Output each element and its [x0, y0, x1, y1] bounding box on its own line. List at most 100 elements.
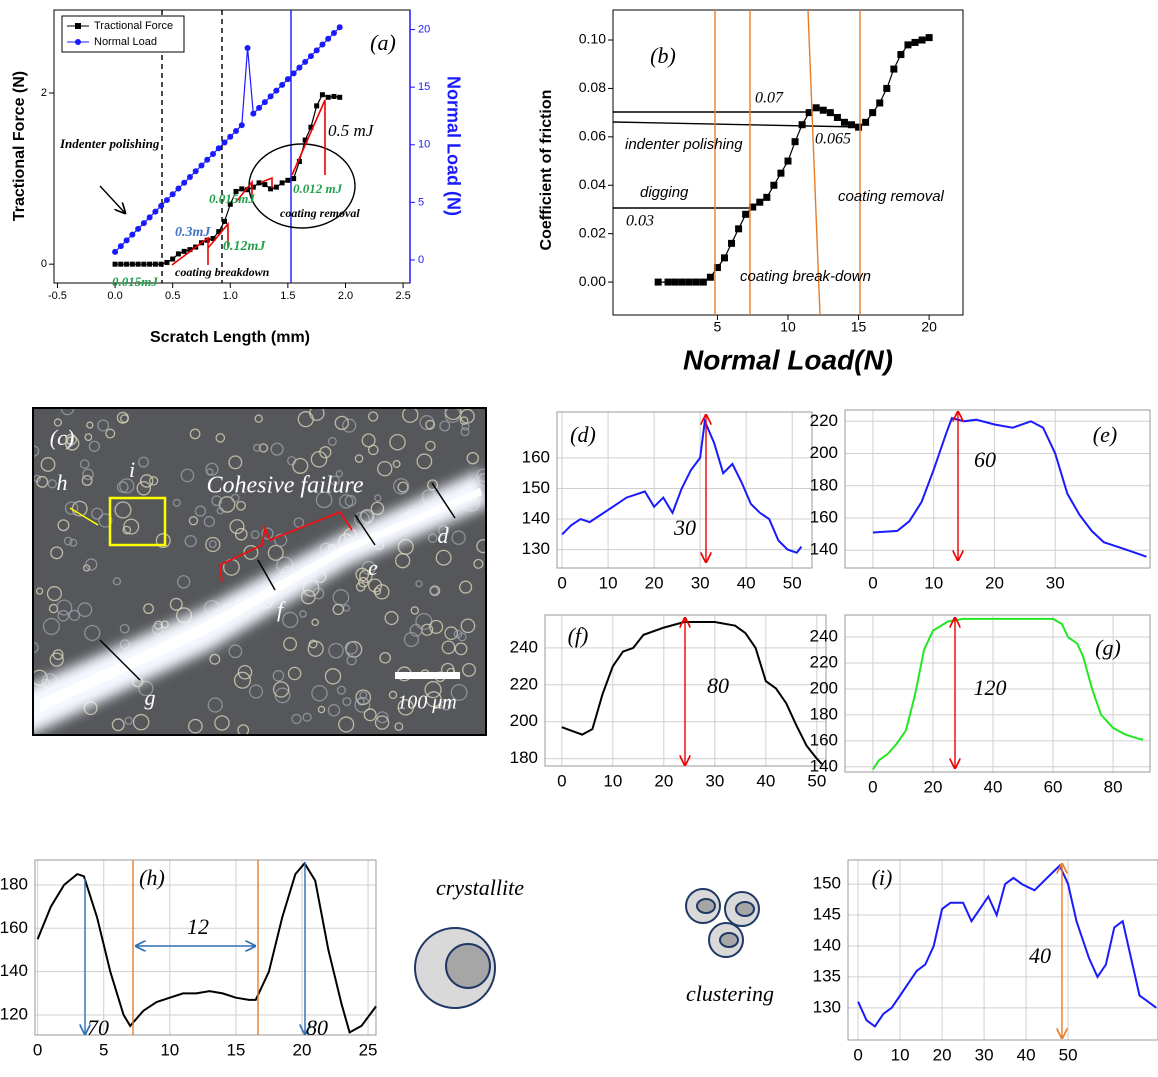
- panel-label: (e): [1093, 422, 1117, 447]
- crystallite-spot: [311, 684, 328, 702]
- x-tick-label: 20: [923, 777, 942, 796]
- crystallite-spot: [272, 681, 290, 698]
- crystallite-spot: [403, 631, 420, 648]
- crystallite-spot: [342, 418, 357, 433]
- y-axis-label: Tractional Force (N): [11, 71, 28, 221]
- crystallite-spot: [267, 544, 284, 561]
- crystallite-spot: [228, 455, 243, 470]
- x-tick-label: 10: [924, 573, 943, 592]
- point: [819, 106, 827, 114]
- crystallite-spot: [119, 623, 130, 634]
- crystallite-spot: [374, 715, 390, 730]
- series-line: [658, 37, 930, 283]
- point: [313, 47, 320, 54]
- y-tick-label: 160: [522, 447, 550, 466]
- y2-tick-label: 10: [418, 139, 430, 151]
- y-tick-label: 220: [510, 674, 538, 693]
- plot-frame: [844, 409, 1151, 569]
- crystallite-spot: [138, 680, 154, 697]
- y-tick-label: 220: [810, 411, 838, 430]
- point: [883, 84, 891, 92]
- crystallite-spot: [459, 580, 473, 594]
- crystallite-spot: [359, 691, 368, 700]
- y-tick-label: 240: [510, 637, 538, 656]
- point: [268, 186, 274, 192]
- y-tick-label: 120: [0, 1005, 28, 1024]
- crystallite-spot: [188, 516, 199, 526]
- y-axis-label: Coefficient of friction: [538, 90, 555, 251]
- crystallite-spot: [53, 418, 63, 427]
- crystallite-spot: [397, 699, 414, 716]
- crystallite-spot: [274, 687, 291, 704]
- y-tick-label: 200: [510, 711, 538, 730]
- point: [848, 121, 856, 129]
- micrograph-label: Cohesive failure: [206, 473, 363, 499]
- y2-tick-label: 5: [418, 196, 424, 208]
- x-tick-label: 50: [807, 771, 826, 790]
- profile-line: [354, 514, 376, 546]
- crystallite-spot: [315, 491, 333, 509]
- point: [897, 51, 905, 59]
- plot-frame: [612, 9, 964, 316]
- crystallite-spot: [460, 427, 470, 437]
- crystallite-spot: [132, 713, 150, 731]
- annotation: 0.015mJ: [209, 191, 255, 206]
- crystallite-spot: [205, 462, 219, 476]
- y-tick-label: 180: [810, 475, 838, 494]
- x-tick-label: 20: [985, 573, 1004, 592]
- annotation: coating removal: [280, 206, 360, 220]
- crystallite-spot: [237, 664, 253, 680]
- crystallite-spot: [425, 440, 436, 452]
- point: [302, 58, 309, 65]
- x-tick-label: 40: [737, 573, 756, 592]
- point: [890, 65, 898, 73]
- x-tick-label: 1.0: [223, 290, 238, 302]
- crystallite-spot: [354, 454, 364, 463]
- crystallite-spot: [206, 468, 214, 476]
- micrograph-label: 100 μm: [397, 692, 456, 714]
- point: [192, 168, 199, 175]
- crystallite-spot: [444, 626, 459, 641]
- annotation: coating break-down: [740, 268, 871, 285]
- crystallite-spot: [138, 456, 150, 468]
- crystallite-spot: [36, 475, 49, 488]
- annotation-shape: [612, 121, 861, 128]
- x-tick-label: 0: [557, 573, 566, 592]
- crystallite-spot: [270, 442, 284, 456]
- crystallite-spot: [476, 539, 486, 554]
- plot-frame: [847, 859, 1158, 1041]
- point: [187, 247, 193, 253]
- crystallite-spot: [370, 501, 385, 516]
- crystallite-label: crystallite: [436, 875, 524, 900]
- point: [140, 220, 147, 227]
- crystallite-spot: [466, 451, 479, 465]
- point: [840, 118, 848, 126]
- region-i: [108, 496, 167, 547]
- annotation-shape: [171, 99, 326, 266]
- crystallite-spot: [64, 436, 80, 451]
- crystallite-spot: [229, 519, 245, 535]
- crystallite-spot: [427, 533, 438, 544]
- point: [284, 76, 291, 83]
- crystallite-spot: [327, 436, 337, 446]
- point: [245, 187, 251, 193]
- point: [273, 87, 280, 94]
- x-tick-label: 0: [868, 777, 877, 796]
- crystallite-spot: [66, 436, 74, 445]
- crystallite-spot: [91, 507, 104, 520]
- scale-bar: [395, 672, 460, 679]
- point: [720, 254, 728, 262]
- point: [325, 94, 331, 100]
- annotation-shape: [807, 9, 821, 316]
- legend-box: [61, 15, 185, 53]
- y-tick-label: 200: [810, 678, 838, 697]
- crystallite-spot: [189, 428, 201, 440]
- x-tick-label: 5: [714, 319, 722, 335]
- series-line: [114, 26, 341, 253]
- crystallite-spot: [176, 575, 191, 589]
- point: [692, 278, 700, 286]
- crystallite-spot: [355, 581, 366, 592]
- crystallite-spot: [344, 494, 357, 507]
- point: [209, 150, 216, 157]
- crystallite-spot: [98, 513, 113, 528]
